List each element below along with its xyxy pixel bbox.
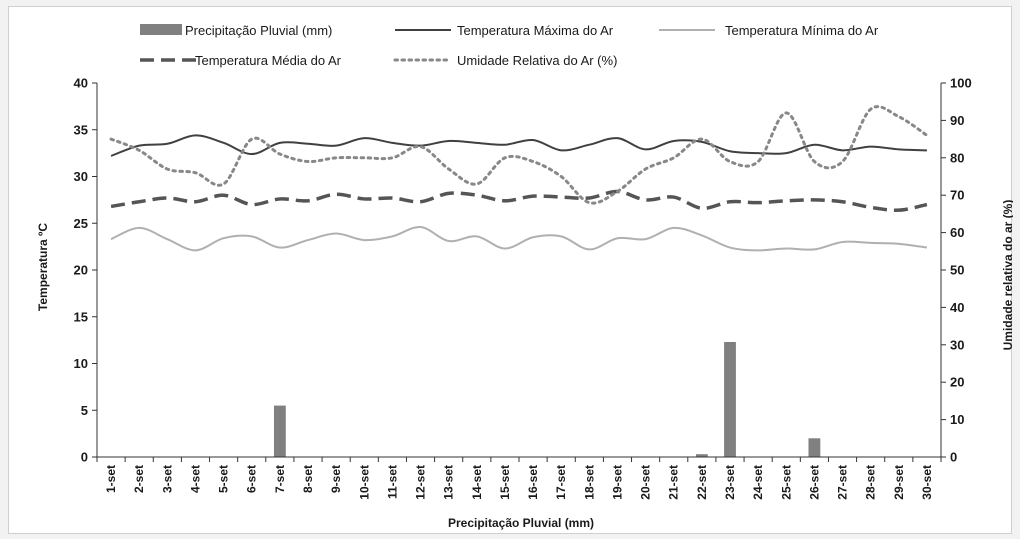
x-tick-label: 4-set [188,465,202,493]
x-tick-label: 19-set [610,465,624,500]
x-tick-label: 27-set [836,465,850,500]
y-left-tick-label: 10 [74,356,88,371]
y-left-tick-label: 5 [81,403,88,418]
x-tick-label: 22-set [695,465,709,500]
x-tick-label: 12-set [414,465,428,500]
legend-humidity-label: Umidade Relativa do Ar (%) [457,53,617,68]
y-right-tick-label: 0 [950,450,957,465]
precipitation-bar [273,405,286,457]
y-right-tick-label: 40 [950,300,964,315]
x-tick-label: 23-set [723,465,737,500]
temp-max-line [110,134,927,157]
precipitation-bar [695,454,708,457]
humidity-line [109,105,929,205]
chart-frame: 0 5 10 15 20 25 30 35 40 0 10 20 30 40 50 60 70 80 90 100 1-… [8,6,1013,534]
x-tick-label: 11-set [385,465,399,499]
y-left-tick-label: 35 [74,122,88,137]
y-right-tick-label: 30 [950,337,964,352]
x-tick-label: 17-set [554,465,568,500]
legend-temp-mean-label: Temperatura Média do Ar [195,53,342,68]
x-tick-label: 2-set [132,465,146,493]
legend: Precipitação Pluvial (mm) Temperatura Máx… [140,23,879,68]
x-tick-label: 18-set [582,465,596,500]
y-left-tick-label: 25 [74,216,88,231]
chart-canvas: 0 5 10 15 20 25 30 35 40 0 10 20 30 40 50 60 70 80 90 100 1-… [36,23,1013,530]
x-axis-label: Precipitação Pluvial (mm) [448,516,594,530]
x-tick-label: 8-set [301,465,315,493]
x-tick-label: 24-set [751,465,765,500]
x-tick-label: 28-set [864,465,878,500]
bars-layer [273,341,821,457]
legend-precipitation-swatch [140,24,182,35]
y-left-tick-label: 30 [74,169,88,184]
x-tick-label: 3-set [160,465,174,493]
x-tick-label: 7-set [273,465,287,493]
legend-temp-max-label: Temperatura Máxima do Ar [457,23,614,38]
x-tick-label: 10-set [357,465,371,500]
x-tick-label: 20-set [639,465,653,500]
x-tick-label: 14-set [470,465,484,500]
temp-min-line [110,225,928,252]
y-left-tick-label: 0 [81,450,88,465]
y-axis-left-label: Temperatura ºC [36,223,50,312]
x-tick-label: 15-set [498,465,512,500]
lines-layer [109,105,929,252]
y-right-tick-label: 90 [950,113,964,128]
y-right-tick-label: 50 [950,263,964,278]
y-left-tick-label: 15 [74,309,88,324]
y-right-tick-label: 70 [950,188,964,203]
x-tick-label: 16-set [526,465,540,500]
y-right-tick-label: 80 [950,150,964,165]
x-tick-label: 26-set [807,465,821,500]
x-tick-label: 25-set [779,465,793,500]
precipitation-bar [724,341,736,457]
y-right-tick-label: 10 [950,412,964,427]
legend-temp-min-label: Temperatura Mínima do Ar [725,23,879,38]
y-left-tick-label: 20 [74,263,88,278]
x-tick-label: 13-set [442,465,456,500]
y-right-tick-label: 20 [950,375,964,390]
temp-mean-line [110,189,928,212]
axes-layer [96,83,942,458]
x-tick-label: 5-set [217,465,231,493]
x-tick-label: 9-set [329,465,343,493]
x-tick-label: 29-set [892,465,906,500]
x-tick-label: 6-set [245,465,259,493]
x-tick-label: 30-set [920,465,934,500]
legend-precipitation-label: Precipitação Pluvial (mm) [185,23,332,38]
precipitation-bar [808,438,821,457]
y-axis-right-label: Umidade relativa do ar (%) [1001,200,1013,351]
ticks-layer: 0 5 10 15 20 25 30 35 40 0 10 20 30 40 50 60 70 80 90 100 1-… [74,76,972,500]
x-tick-label: 1-set [104,465,118,493]
y-right-tick-label: 60 [950,225,964,240]
x-tick-label: 21-set [667,465,681,500]
y-right-tick-label: 100 [950,76,972,91]
y-left-tick-label: 40 [74,76,88,91]
